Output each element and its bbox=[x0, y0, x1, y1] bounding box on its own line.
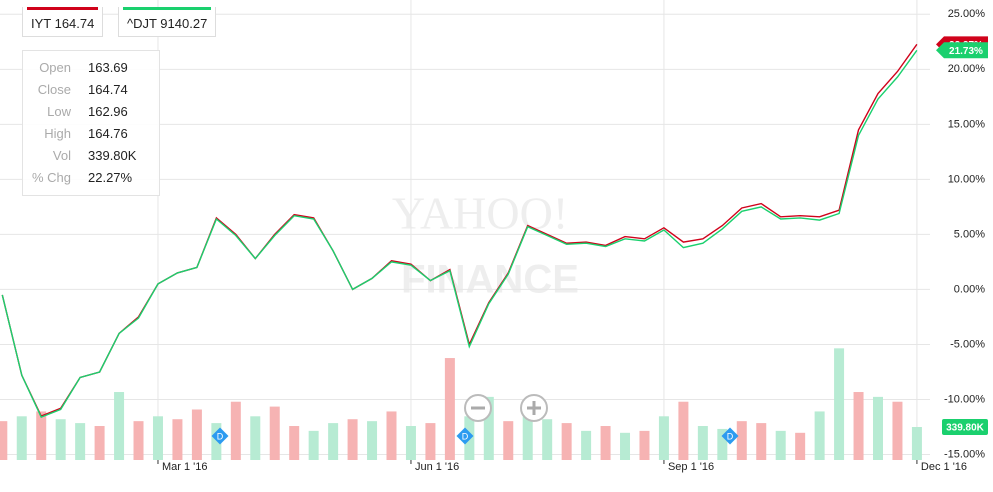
volume-tag bbox=[942, 419, 988, 436]
volume-bar bbox=[736, 421, 747, 460]
volume-bar bbox=[289, 426, 300, 460]
volume-bar bbox=[133, 421, 144, 460]
volume-bar bbox=[211, 423, 222, 460]
volume-bar bbox=[581, 430, 592, 460]
legend-item[interactable]: ^DJT 9140.27 bbox=[118, 7, 217, 37]
zoom-in[interactable] bbox=[520, 394, 548, 422]
x-tick-label: Mar 1 '16 bbox=[162, 461, 208, 473]
x-tick-label: Dec 1 '16 bbox=[921, 461, 967, 473]
dividend-label: D bbox=[727, 431, 734, 441]
info-row: Vol 339.80K bbox=[23, 145, 159, 167]
info-row: Close 164.74 bbox=[23, 79, 159, 101]
info-label: Vol bbox=[52, 148, 71, 163]
info-row: % Chg 22.27% bbox=[23, 167, 159, 189]
volume-bar bbox=[522, 416, 533, 460]
volume-bar bbox=[483, 396, 494, 460]
info-value: 22.27% bbox=[88, 170, 133, 185]
volume-bar bbox=[0, 421, 8, 460]
volume-bar bbox=[561, 423, 572, 460]
dividend-label: D bbox=[217, 431, 224, 441]
volume-bar bbox=[795, 432, 806, 460]
volume-bar bbox=[75, 423, 86, 460]
volume-bar bbox=[230, 401, 241, 460]
volume-bar bbox=[697, 426, 708, 460]
info-row: High 164.76 bbox=[23, 123, 159, 145]
volume-bar bbox=[639, 430, 650, 460]
volume-bar bbox=[775, 430, 786, 460]
volume-bar bbox=[114, 392, 125, 460]
volume-bar bbox=[250, 416, 261, 460]
volume-bar bbox=[717, 428, 728, 460]
volume-bar bbox=[347, 419, 358, 460]
x-tick-label: Jun 1 '16 bbox=[415, 461, 459, 473]
volume-bar bbox=[892, 401, 903, 460]
volume-bar bbox=[853, 392, 864, 460]
y-tick-label: 0.00% bbox=[954, 283, 985, 295]
info-panel: Open 163.69 Close 164.74 Low 162.96 High 164.76… bbox=[22, 50, 160, 196]
volume-bar bbox=[503, 421, 514, 460]
y-tick-label: -10.00% bbox=[944, 393, 985, 405]
volume-bar bbox=[367, 421, 378, 460]
y-tick-label: 10.00% bbox=[948, 173, 986, 185]
info-value: 339.80K bbox=[88, 148, 137, 163]
volume-bar bbox=[834, 348, 845, 460]
volume-bar bbox=[191, 409, 202, 460]
y-tick-label: 20.00% bbox=[948, 63, 986, 75]
volume-bar bbox=[600, 426, 611, 460]
info-label: % Chg bbox=[31, 170, 71, 185]
dividend-marker[interactable]: D bbox=[721, 427, 739, 445]
volume-bar bbox=[172, 419, 183, 460]
volume-bar bbox=[542, 419, 553, 460]
volume-bar bbox=[152, 416, 163, 460]
info-label: Open bbox=[39, 60, 71, 75]
volume-bar bbox=[814, 411, 825, 460]
end-tag-label: 21.73% bbox=[949, 46, 983, 57]
volume-bar bbox=[328, 423, 339, 460]
y-tick-label: -15.00% bbox=[944, 448, 985, 460]
volume-bar bbox=[873, 396, 883, 460]
volume-bar bbox=[269, 406, 280, 460]
y-tick-label: 5.00% bbox=[954, 228, 985, 240]
y-tick-label: 15.00% bbox=[948, 118, 986, 130]
volume-bar bbox=[16, 416, 27, 460]
volume-bar bbox=[55, 419, 66, 460]
watermark: YAHOO! bbox=[392, 188, 568, 239]
zoom-out[interactable] bbox=[464, 394, 492, 422]
volume-bar bbox=[911, 427, 922, 460]
end-tag bbox=[936, 42, 988, 59]
volume-bar bbox=[756, 423, 767, 460]
volume-bar bbox=[620, 432, 631, 460]
info-value: 164.74 bbox=[88, 82, 128, 97]
series-line bbox=[1, 49, 918, 418]
volume-bar bbox=[444, 358, 455, 460]
x-tick-label: Sep 1 '16 bbox=[668, 461, 714, 473]
dividend-label: D bbox=[462, 431, 469, 441]
volume-bar bbox=[658, 416, 669, 460]
watermark: FINANCE bbox=[401, 258, 579, 302]
info-label: Close bbox=[37, 82, 71, 97]
dividend-marker[interactable]: D bbox=[456, 427, 474, 445]
info-value: 162.96 bbox=[88, 104, 128, 119]
volume-bar bbox=[36, 411, 47, 460]
info-row: Open 163.69 bbox=[23, 57, 159, 79]
y-tick-label: -5.00% bbox=[950, 338, 985, 350]
info-label: Low bbox=[47, 104, 71, 119]
volume-bar bbox=[425, 423, 436, 460]
info-row: Low 162.96 bbox=[23, 101, 159, 123]
info-value: 163.69 bbox=[88, 60, 128, 75]
volume-bar bbox=[386, 411, 397, 460]
volume-tag-label: 339.80K bbox=[946, 423, 985, 434]
info-value: 164.76 bbox=[88, 126, 128, 141]
volume-bar bbox=[94, 426, 105, 460]
dividend-marker[interactable]: D bbox=[211, 427, 229, 445]
y-tick-label: 25.00% bbox=[948, 8, 986, 20]
info-label: High bbox=[44, 126, 71, 141]
volume-bar bbox=[405, 426, 416, 460]
volume-bar bbox=[678, 401, 689, 460]
volume-bar bbox=[308, 430, 319, 460]
legend-item[interactable]: IYT 164.74 bbox=[22, 7, 104, 37]
